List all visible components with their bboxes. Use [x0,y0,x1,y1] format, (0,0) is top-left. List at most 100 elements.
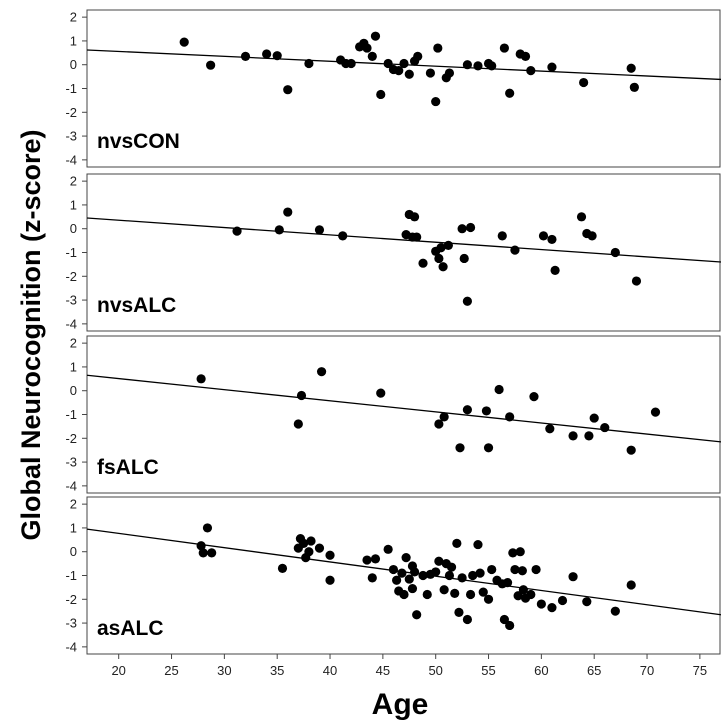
y-tick-label: 1 [70,359,77,374]
y-tick-label: -3 [65,293,77,308]
data-point [362,555,372,565]
data-point [362,43,372,53]
data-point [576,212,587,222]
data-point [452,538,462,548]
data-point [631,276,642,286]
data-point [376,89,386,100]
x-tick-label: 50 [428,663,442,678]
data-point [388,564,399,575]
data-point [557,595,568,606]
data-point [431,96,441,107]
data-point [457,573,467,583]
data-point [431,567,441,577]
x-tick-label: 45 [376,663,390,678]
y-tick-label: -4 [65,152,77,167]
data-point [568,572,578,582]
y-tick-label: 2 [70,336,77,351]
x-tick-label: 65 [587,663,601,678]
data-point [526,589,536,600]
data-point [198,548,208,558]
data-point [459,253,469,264]
y-tick-label: -2 [65,269,77,284]
panel-frame [86,9,721,168]
data-point [293,419,303,429]
data-point [536,599,546,609]
data-point [502,578,513,588]
data-point [446,562,457,572]
data-point [487,564,497,575]
data-point [465,222,476,233]
data-point [650,407,661,417]
data-point [418,570,428,581]
panel-label: nvsCON [97,130,180,153]
y-tick-label: -1 [65,81,77,96]
data-point [462,296,472,306]
x-tick-label: 75 [693,663,707,678]
data-point [409,567,420,577]
y-tick-label: -1 [65,568,77,583]
data-point [508,548,518,558]
data-point [314,225,325,235]
data-point [383,544,393,554]
data-point [450,588,460,598]
data-point [299,538,309,548]
data-point [626,63,636,73]
data-point [412,610,422,620]
data-point [367,51,377,61]
data-point [462,60,472,70]
data-point [520,51,531,61]
data-point [404,69,414,79]
data-point [455,443,465,453]
data-point [314,543,325,553]
data-point [589,413,599,423]
y-tick-label: 2 [70,10,77,25]
data-point [531,564,541,575]
data-point [547,62,557,72]
data-point [436,243,446,253]
data-point [179,37,189,47]
data-point [626,580,636,590]
data-point [518,585,529,595]
data-point [404,574,414,584]
x-axis: 20 25 30 35 40 45 50 55 60 65 70 75 [111,654,707,678]
x-tick-label: 55 [481,663,495,678]
x-tick-label: 70 [640,663,654,678]
data-point [610,247,620,258]
data-point [483,594,494,604]
data-point [325,575,335,585]
data-point [392,575,402,585]
data-point [579,77,589,88]
panel-asALC: 2 1 0 -1 -2 -3 -4 asALC [65,496,721,655]
y-tick-label: -3 [65,616,77,631]
data-point [584,431,594,441]
data-point [629,82,639,92]
data-point [272,51,282,61]
panel-label: fsALC [97,456,159,479]
y-tick-label: -4 [65,639,77,654]
data-point [483,443,494,453]
data-point [346,58,356,69]
data-point [568,431,578,441]
y-tick-label: -4 [65,478,77,493]
data-point [510,245,520,255]
data-point [399,58,409,69]
data-point [626,445,636,455]
data-point [422,589,432,600]
x-tick-label: 40 [323,663,337,678]
panel-label: nvsALC [97,294,176,317]
data-point [296,390,307,401]
y-tick-label: 1 [70,33,77,48]
data-point [397,568,407,578]
data-point [468,570,478,581]
data-point [202,523,213,533]
x-tick-label: 25 [164,663,178,678]
data-point [529,392,539,402]
data-point [304,547,314,557]
data-point [478,587,488,597]
data-point [526,66,536,76]
data-point [433,43,443,53]
data-point [444,570,455,581]
data-point [610,606,620,616]
x-tick-label: 35 [270,663,284,678]
